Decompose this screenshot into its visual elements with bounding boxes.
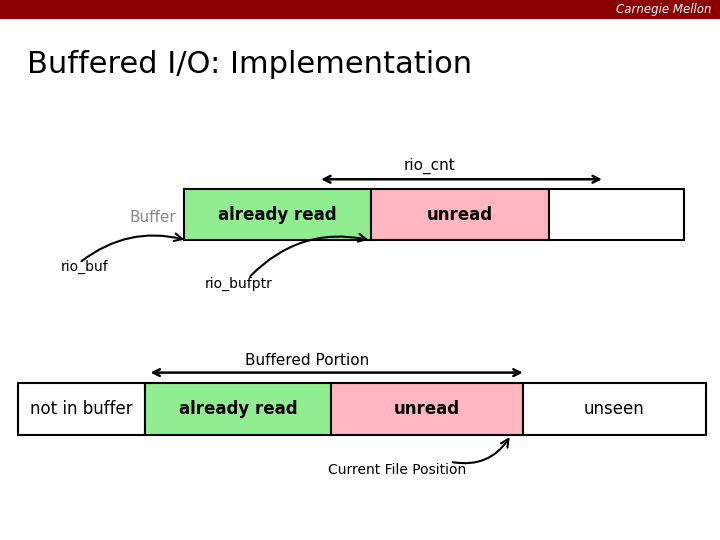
- Text: rio_bufptr: rio_bufptr: [205, 276, 273, 291]
- Text: Carnegie Mellon: Carnegie Mellon: [616, 3, 711, 16]
- Text: unseen: unseen: [584, 400, 645, 418]
- Text: rio_cnt: rio_cnt: [403, 158, 455, 174]
- Text: Buffered Portion: Buffered Portion: [245, 353, 369, 368]
- Text: already read: already read: [179, 400, 297, 418]
- Bar: [331, 383, 523, 435]
- Text: Current File Position: Current File Position: [328, 463, 466, 477]
- Bar: [0, 0, 720, 19]
- Bar: [145, 383, 331, 435]
- Text: already read: already read: [218, 206, 337, 224]
- Bar: [549, 189, 684, 240]
- Text: unread: unread: [427, 206, 493, 224]
- Text: not in buffer: not in buffer: [30, 400, 133, 418]
- Text: Buffer: Buffer: [130, 210, 176, 225]
- Text: Buffered I/O: Implementation: Buffered I/O: Implementation: [27, 50, 472, 79]
- Bar: [523, 383, 706, 435]
- Bar: [372, 189, 549, 240]
- Bar: [18, 383, 145, 435]
- Text: unread: unread: [394, 400, 460, 418]
- Bar: [184, 189, 372, 240]
- Text: rio_buf: rio_buf: [61, 260, 109, 274]
